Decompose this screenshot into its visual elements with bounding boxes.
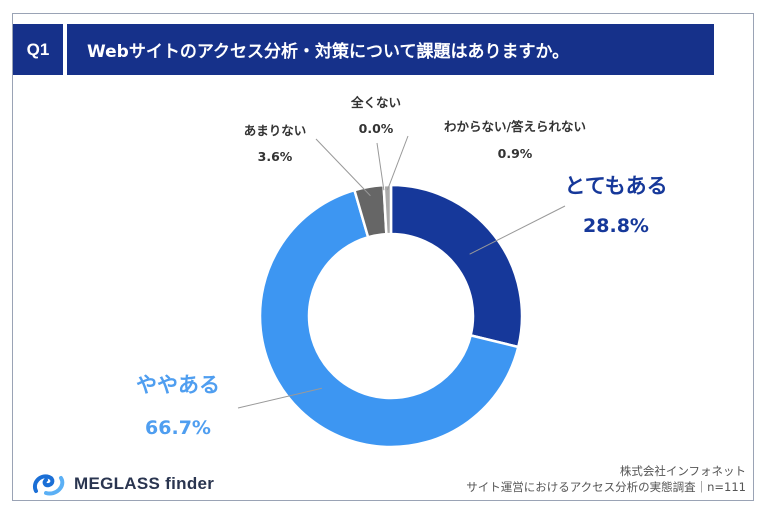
source-company: 株式会社インフォネット xyxy=(619,464,746,478)
slice-label: あまりない xyxy=(244,123,307,138)
slice-label: とてもある xyxy=(564,174,667,198)
slice-- xyxy=(389,183,524,349)
leader-line-1 xyxy=(237,387,322,409)
leader-line-4 xyxy=(386,135,409,191)
slice-- xyxy=(258,188,520,449)
question-title: Webサイトのアクセス分析・対策について課題はありますか。 xyxy=(67,24,714,75)
brand-logo: MEGLASS finder xyxy=(30,471,214,497)
leader-line-3 xyxy=(376,142,385,191)
source-note: 株式会社インフォネット サイト運営におけるアクセス分析の実態調査｜n=111 xyxy=(466,463,746,495)
slice-value-label: 28.8% xyxy=(583,215,649,237)
slice-value-label: 0.9% xyxy=(498,146,533,161)
slice-label: わからない/答えられない xyxy=(444,119,586,134)
leader-line-2 xyxy=(315,138,371,197)
meglass-logo-icon xyxy=(33,474,65,496)
leader-lines xyxy=(237,135,566,409)
brand-name: MEGLASS finder xyxy=(74,474,215,493)
source-survey: サイト運営におけるアクセス分析の実態調査｜n=111 xyxy=(466,480,746,494)
donut-slices xyxy=(258,183,524,449)
slice-labels: とてもある 28.8% ややある 66.7% あまりない 3.6% 全くない 0.0% わからな… xyxy=(136,95,668,439)
slice-label: 全くない xyxy=(350,95,401,110)
slice-value-label: 3.6% xyxy=(258,149,293,164)
leader-line-0 xyxy=(469,205,566,255)
slice-- xyxy=(382,183,393,236)
slice-value-label: 0.0% xyxy=(359,121,394,136)
slice-value-label: 66.7% xyxy=(145,417,211,439)
question-badge: Q1 xyxy=(13,24,63,75)
slice-label: ややある xyxy=(136,373,220,397)
